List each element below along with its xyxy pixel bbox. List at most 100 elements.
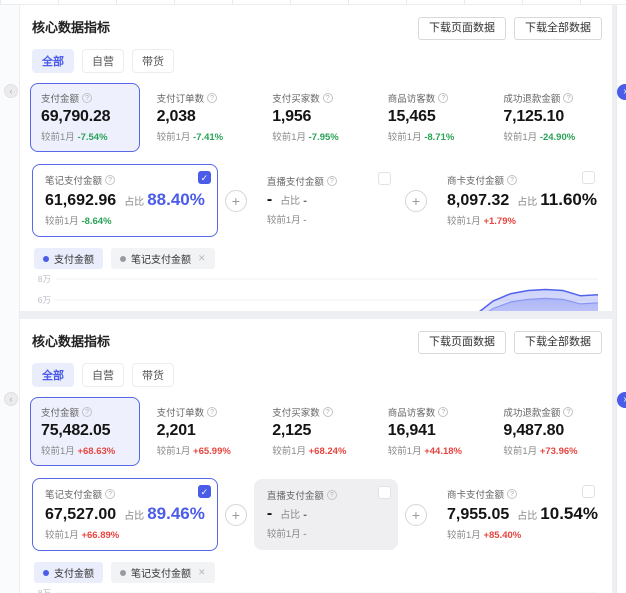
info-icon[interactable]: ? [438, 93, 449, 104]
metric-value: 75,482.05 [41, 422, 111, 440]
info-icon[interactable]: ? [563, 93, 574, 104]
compare-label: 较前1月 [503, 446, 538, 458]
info-icon[interactable]: ? [507, 489, 518, 500]
carousel-prev-button[interactable]: ‹ [4, 84, 18, 98]
channel-cards-row: ✓ 笔记支付金额? 61,692.96 占比 88.40% 较前1月 -8.64%… [30, 164, 602, 238]
info-icon[interactable]: ? [207, 93, 218, 104]
ratio-value: - [303, 509, 307, 522]
info-icon[interactable]: ? [438, 407, 449, 418]
trend-area-chart[interactable]: 8万6万4万2万0 公众号 [30, 585, 602, 593]
info-icon[interactable]: ? [563, 407, 574, 418]
metric-card-order-count[interactable]: 支付订单数? 2,038 较前1月 -7.41% [145, 83, 256, 153]
change-value: -8.71% [424, 132, 455, 144]
metric-card-payment-amount[interactable]: 支付金额? 75,482.05 较前1月 +68.63% [30, 397, 140, 467]
channel-value: 61,692.96 [45, 192, 117, 210]
main-content: 核心数据指标 下载页面数据 下载全部数据 全部 自营 带货 支付金额? 69,7… [20, 5, 612, 593]
change-value: +1.79% [483, 216, 516, 228]
chart-canvas: 8万6万4万2万0 [30, 585, 602, 593]
metric-card-product-visitors[interactable]: 商品访客数? 16,941 较前1月 +44.18% [376, 397, 487, 467]
legend-dot-icon [43, 569, 49, 576]
change-value: -7.54% [77, 132, 108, 144]
trend-area-chart[interactable]: 8万6万4万2万0 公众号 [30, 271, 602, 311]
svg-text:8万: 8万 [38, 274, 51, 284]
info-icon[interactable]: ? [326, 490, 337, 501]
download-page-data-button[interactable]: 下载页面数据 [418, 17, 506, 41]
channel-value: 7,955.05 [447, 506, 510, 524]
channel-label: 商卡支付金额 [447, 490, 505, 502]
checkbox-unchecked-icon[interactable] [582, 171, 595, 185]
chart-canvas: 8万6万4万2万0 [30, 271, 602, 311]
info-icon[interactable]: ? [507, 175, 518, 186]
core-metrics-panel-1: 核心数据指标 下载页面数据 下载全部数据 全部 自营 带货 支付金额? 69,7… [20, 5, 612, 311]
plus-icon[interactable]: + [405, 503, 427, 526]
plus-icon[interactable]: + [224, 189, 247, 212]
close-icon[interactable]: ✕ [198, 567, 206, 578]
metric-card-buyer-count[interactable]: 支付买家数? 2,125 较前1月 +68.24% [261, 397, 371, 467]
chart-legend: 支付金额 笔记支付金额 ✕ [30, 248, 602, 270]
plus-icon[interactable]: + [405, 189, 427, 212]
legend-item-payment[interactable]: 支付金额 [34, 562, 103, 584]
channel-card-product-card-payment[interactable]: 商卡支付金额? 8,097.32 占比 11.60% 较前1月 +1.79% [434, 164, 602, 238]
download-page-data-button[interactable]: 下载页面数据 [418, 331, 506, 355]
compare-label: 较前1月 [272, 446, 306, 458]
channel-card-note-payment[interactable]: ✓ 笔记支付金额? 61,692.96 占比 88.40% 较前1月 -8.64% [32, 164, 218, 238]
metric-card-buyer-count[interactable]: 支付买家数? 1,956 较前1月 -7.95% [261, 83, 371, 153]
metric-value: 9,487.80 [503, 422, 565, 440]
download-all-data-button[interactable]: 下载全部数据 [514, 17, 602, 41]
metric-value: 7,125.10 [503, 108, 565, 126]
legend-item-note-payment[interactable]: 笔记支付金额 ✕ [111, 562, 215, 584]
carousel-prev-button[interactable]: ‹ [4, 392, 18, 406]
legend-item-note-payment[interactable]: 笔记支付金额 ✕ [111, 248, 215, 270]
ratio-value: 89.46% [147, 504, 205, 524]
download-all-data-button[interactable]: 下载全部数据 [514, 331, 602, 355]
metric-card-product-visitors[interactable]: 商品访客数? 15,465 较前1月 -8.71% [376, 83, 487, 153]
channel-card-live-payment[interactable]: 直播支付金额? - 占比 - 较前1月 - [253, 165, 398, 237]
info-icon[interactable]: ? [322, 407, 333, 418]
channel-card-product-card-payment[interactable]: 商卡支付金额? 7,955.05 占比 10.54% 较前1月 +85.40% [434, 478, 602, 552]
carousel-next-button[interactable]: › [617, 392, 626, 408]
checkbox-checked-icon[interactable]: ✓ [197, 171, 211, 185]
metric-card-order-count[interactable]: 支付订单数? 2,201 较前1月 +65.99% [145, 397, 256, 467]
metric-label: 成功退款金额 [503, 94, 561, 106]
metric-value: 2,201 [156, 422, 196, 440]
checkbox-unchecked-icon[interactable] [582, 485, 595, 499]
carousel-next-button[interactable]: › [617, 84, 626, 100]
info-icon[interactable]: ? [82, 407, 93, 418]
info-icon[interactable]: ? [207, 407, 218, 418]
compare-label: 较前1月 [266, 215, 301, 227]
metric-card-refund-amount[interactable]: 成功退款金额? 9,487.80 较前1月 +73.96% [492, 397, 602, 467]
channel-value: - [266, 191, 273, 209]
info-icon[interactable]: ? [82, 93, 93, 104]
close-icon[interactable]: ✕ [198, 253, 206, 264]
legend-item-payment[interactable]: 支付金额 [34, 248, 103, 270]
legend-dot-icon [120, 569, 126, 576]
checkbox-unchecked-icon[interactable] [378, 172, 391, 186]
checkbox-checked-icon[interactable]: ✓ [197, 485, 211, 499]
metric-card-payment-amount[interactable]: 支付金额? 69,790.28 较前1月 -7.54% [30, 83, 140, 153]
page-title: 核心数据指标 [32, 334, 111, 349]
info-icon[interactable]: ? [105, 489, 116, 500]
compare-label: 较前1月 [387, 446, 422, 458]
tab-all[interactable]: 全部 [32, 49, 74, 74]
checkbox-unchecked-icon[interactable] [378, 486, 391, 500]
legend-label: 笔记支付金额 [131, 569, 191, 581]
info-icon[interactable]: ? [322, 93, 333, 104]
metric-label: 支付买家数 [272, 408, 320, 420]
tab-self-operated[interactable]: 自营 [82, 49, 124, 74]
channel-value: 67,527.00 [45, 506, 117, 524]
compare-label: 较前1月 [45, 530, 79, 542]
tab-influencer[interactable]: 带货 [132, 49, 174, 74]
channel-value: - [266, 505, 273, 523]
info-icon[interactable]: ? [326, 176, 337, 187]
info-icon[interactable]: ? [105, 175, 116, 186]
compare-label: 较前1月 [45, 216, 79, 228]
tab-self-operated[interactable]: 自营 [82, 363, 124, 388]
channel-card-note-payment[interactable]: ✓ 笔记支付金额? 67,527.00 占比 89.46% 较前1月 +66.89… [32, 478, 218, 552]
tab-influencer[interactable]: 带货 [132, 363, 174, 388]
plus-icon[interactable]: + [224, 503, 247, 526]
channel-card-live-payment[interactable]: 直播支付金额? - 占比 - 较前1月 - [253, 479, 398, 551]
tab-all[interactable]: 全部 [32, 363, 74, 388]
page-right-gutter [616, 5, 626, 593]
legend-label: 支付金额 [54, 255, 94, 267]
metric-card-refund-amount[interactable]: 成功退款金额? 7,125.10 较前1月 -24.90% [492, 83, 602, 153]
